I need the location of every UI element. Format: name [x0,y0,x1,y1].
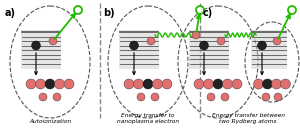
Circle shape [280,79,290,89]
Circle shape [192,31,200,39]
Bar [119,30,159,69]
Circle shape [203,79,214,89]
Text: Autoionization: Autoionization [29,119,71,124]
Circle shape [45,79,55,89]
Circle shape [32,41,40,50]
Bar [251,30,287,69]
Text: Energy transfer to
nanoplasma electron: Energy transfer to nanoplasma electron [117,113,179,124]
Circle shape [200,41,208,50]
Bar [21,30,61,69]
Text: a): a) [5,8,16,18]
Circle shape [147,37,155,45]
Circle shape [26,79,36,89]
Text: Energy transfer between
two Rydberg atoms: Energy transfer between two Rydberg atom… [212,113,284,124]
Circle shape [274,93,282,101]
Circle shape [213,79,223,89]
Text: c): c) [203,8,213,18]
Circle shape [143,79,153,89]
Circle shape [232,79,242,89]
Circle shape [134,79,143,89]
Circle shape [152,79,163,89]
Circle shape [217,37,225,45]
Circle shape [272,79,281,89]
Circle shape [273,37,281,45]
Bar [189,30,229,69]
Text: b): b) [103,8,115,18]
Circle shape [124,79,134,89]
Circle shape [223,79,232,89]
Circle shape [194,79,204,89]
Circle shape [221,93,229,101]
Circle shape [262,79,272,89]
Circle shape [254,79,263,89]
Circle shape [137,93,145,101]
Circle shape [39,93,47,101]
Circle shape [130,41,139,50]
Circle shape [55,79,64,89]
Circle shape [74,6,82,14]
Circle shape [262,93,270,101]
Circle shape [196,6,204,14]
Circle shape [35,79,46,89]
Circle shape [257,41,266,50]
Circle shape [151,93,159,101]
Circle shape [288,6,296,14]
Circle shape [53,93,61,101]
Circle shape [49,37,57,45]
Circle shape [162,79,172,89]
Circle shape [64,79,74,89]
Circle shape [207,93,215,101]
